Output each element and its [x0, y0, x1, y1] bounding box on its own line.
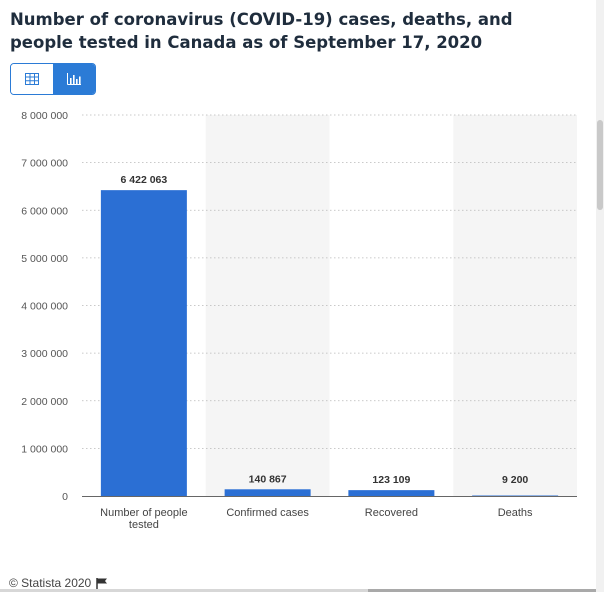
x-axis-labels: Number of people tested Confirmed cases Rec…: [100, 507, 533, 531]
value-label: 6 422 063: [121, 174, 168, 186]
bar[interactable]: [100, 190, 187, 497]
x-tick-label: Confirmed cases: [226, 507, 309, 519]
x-tick-label: Number of people tested: [100, 507, 187, 531]
flag-icon[interactable]: [96, 577, 108, 589]
value-label: 123 109: [372, 474, 410, 486]
y-tick-label: 8 000 000: [21, 110, 68, 122]
y-tick-label: 0: [62, 491, 68, 503]
view-toggle: [10, 63, 96, 95]
footer: © Statista 2020: [9, 576, 108, 590]
value-label: 140 867: [249, 473, 287, 485]
y-tick-label: 7 000 000: [21, 158, 68, 170]
table-icon: [25, 73, 39, 85]
y-tick-label: 4 000 000: [21, 301, 68, 313]
bar[interactable]: [348, 490, 435, 496]
y-tick-label: 2 000 000: [21, 396, 68, 408]
chart-title: Number of coronavirus (COVID-19) cases, …: [10, 10, 513, 52]
value-labels: 6 422 063 140 867 123 109 9 200: [121, 174, 529, 486]
x-tick-label: Deaths: [498, 507, 533, 519]
table-view-button[interactable]: [11, 64, 53, 94]
horizontal-scroll-thumb[interactable]: [368, 589, 596, 592]
y-tick-label: 3 000 000: [21, 348, 68, 360]
x-tick-label: Recovered: [365, 507, 418, 519]
vertical-scrollbar[interactable]: [596, 0, 604, 592]
value-label: 9 200: [502, 474, 528, 486]
bar[interactable]: [472, 495, 559, 497]
y-tick-label: 5 000 000: [21, 253, 68, 265]
y-tick-label: 1 000 000: [21, 443, 68, 455]
bar[interactable]: [224, 489, 311, 496]
bar-chart-icon: [67, 73, 81, 85]
y-tick-label: 6 000 000: [21, 205, 68, 217]
y-axis-ticks: 0 1 000 000 2 000 000 3 000 000 4 000 000 5 0…: [21, 110, 68, 503]
bar-chart: 0 1 000 000 2 000 000 3 000 000 4 000 000 5 0…: [21, 110, 577, 531]
gridlines: [82, 114, 577, 497]
horizontal-scrollbar[interactable]: [0, 589, 596, 592]
scroll-thumb[interactable]: [597, 120, 603, 210]
category-bands: [205, 115, 577, 496]
bars: [100, 190, 559, 497]
chart-view-button[interactable]: [53, 64, 95, 94]
copyright-text[interactable]: © Statista 2020: [9, 576, 92, 590]
